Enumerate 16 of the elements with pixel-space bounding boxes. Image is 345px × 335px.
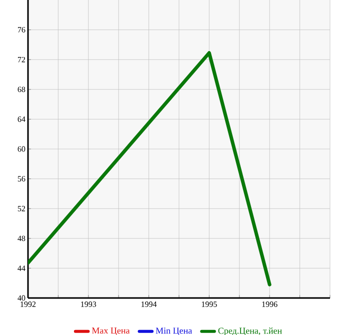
- y-tick-label: 56: [18, 176, 26, 182]
- y-tick-label: 64: [18, 116, 26, 122]
- y-tick-label: 40: [18, 295, 26, 301]
- y-tick-label: 44: [18, 266, 26, 271]
- x-tick-label: 1993: [81, 302, 96, 307]
- y-tick-label: 76: [18, 27, 26, 32]
- x-tick-label: 1995: [202, 302, 217, 307]
- y-tick-label: 68: [18, 86, 26, 92]
- x-tick-label: 1996: [262, 302, 278, 307]
- legend-label: Max Цена: [92, 328, 130, 335]
- x-tick-label: 1992: [20, 302, 36, 307]
- y-tick-label: 48: [18, 236, 26, 242]
- y-tick-label: 52: [18, 206, 26, 212]
- x-tick-label: 1994: [142, 302, 157, 307]
- y-tick-label: 60: [18, 146, 26, 152]
- y-tick-label: 72: [18, 56, 26, 62]
